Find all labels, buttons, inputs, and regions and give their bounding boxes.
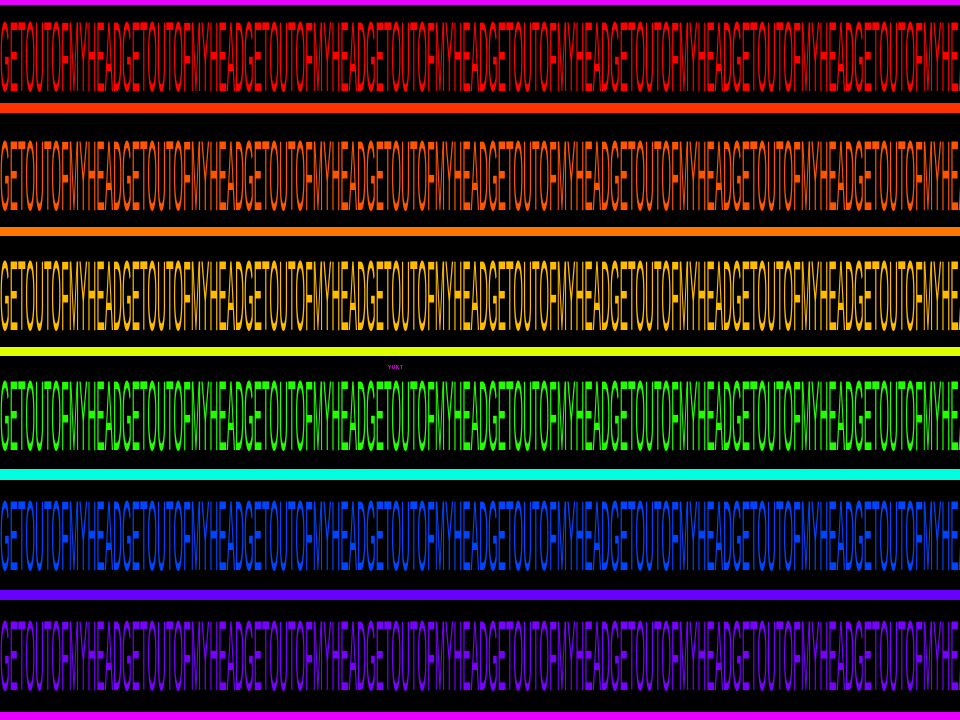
tag-text: YUKT [388,365,405,371]
phrase-text: GETOUTOFMYHEADGETOUTOFMYHEADGETOUTOFMYHE… [0,373,960,453]
stripe-red-orange [0,103,960,113]
phrase-text: GETOUTOFMYHEADGETOUTOFMYHEADGETOUTOFMYHE… [0,133,960,213]
phrase-text: GETOUTOFMYHEADGETOUTOFMYHEADGETOUTOFMYHE… [0,493,960,573]
repeated-phrase: GETOUTOFMYHEADGETOUTOFMYHEADGETOUTOFMYHE… [0,373,960,453]
stripe-orange [0,227,960,236]
text-row-red: GETOUTOFMYHEADGETOUTOFMYHEADGETOUTOFMYHE… [0,14,960,94]
phrase-text: GETOUTOFMYHEADGETOUTOFMYHEADGETOUTOFMYHE… [0,613,960,693]
stripe-magenta-top [0,0,960,5]
phrase-text: GETOUTOFMYHEADGETOUTOFMYHEADGETOUTOFMYHE… [0,253,960,333]
stripe-cyan [0,469,960,480]
stripe-magenta-bottom [0,712,960,720]
stripe-violet [0,590,960,600]
repeated-phrase: GETOUTOFMYHEADGETOUTOFMYHEADGETOUTOFMYHE… [0,253,960,333]
repeated-phrase: GETOUTOFMYHEADGETOUTOFMYHEADGETOUTOFMYHE… [0,133,960,213]
text-row-orange: GETOUTOFMYHEADGETOUTOFMYHEADGETOUTOFMYHE… [0,133,960,213]
repeated-phrase: GETOUTOFMYHEADGETOUTOFMYHEADGETOUTOFMYHE… [0,14,960,94]
phrase-text: GETOUTOFMYHEADGETOUTOFMYHEADGETOUTOFMYHE… [0,14,960,94]
text-row-blue: GETOUTOFMYHEADGETOUTOFMYHEADGETOUTOFMYHE… [0,493,960,573]
repeated-phrase: GETOUTOFMYHEADGETOUTOFMYHEADGETOUTOFMYHE… [0,493,960,573]
text-row-green: GETOUTOFMYHEADGETOUTOFMYHEADGETOUTOFMYHE… [0,373,960,453]
repeated-phrase: GETOUTOFMYHEADGETOUTOFMYHEADGETOUTOFMYHE… [0,613,960,693]
text-row-yellow: GETOUTOFMYHEADGETOUTOFMYHEADGETOUTOFMYHE… [0,253,960,333]
stripe-yellow-green [0,347,960,356]
text-row-purple: GETOUTOFMYHEADGETOUTOFMYHEADGETOUTOFMYHE… [0,613,960,693]
